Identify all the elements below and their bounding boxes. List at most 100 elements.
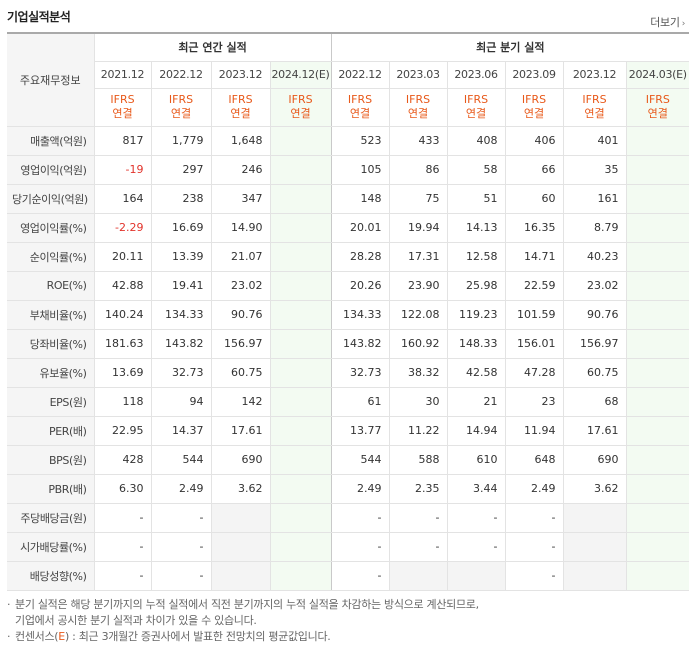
value-cell: 544 (330, 445, 390, 475)
basis-ifrs: IFRS (645, 93, 670, 106)
value-cell: 406 (504, 126, 564, 156)
value-cell: 14.90 (210, 212, 270, 243)
quarter-group-header: 최근 분기 실적 (330, 32, 690, 62)
note-text-2: 기업에서 공시한 분기 실적과 차이가 있을 수 있습니다. (15, 614, 257, 627)
note-text-3a: 컨센서스( (15, 630, 59, 643)
period-header: 2024.03(E) (625, 61, 690, 89)
value-cell: 817 (93, 126, 151, 156)
value-cell: 61 (330, 387, 390, 417)
basis-consolidated: 연결 (465, 107, 487, 120)
basis-header: IFRS 연결 (210, 88, 270, 127)
value-cell (269, 126, 332, 156)
more-label: 더보기 (650, 16, 680, 29)
value-cell (210, 532, 270, 562)
value-cell: 523 (330, 126, 390, 156)
basis-ifrs: IFRS (582, 93, 607, 106)
value-cell: 690 (562, 445, 627, 475)
value-cell: 433 (388, 126, 448, 156)
value-cell: 23.02 (562, 271, 627, 301)
value-cell: 35 (562, 155, 627, 185)
value-cell: 23.90 (388, 271, 448, 301)
value-cell: 22.59 (504, 271, 564, 301)
period-header: 2022.12 (330, 61, 390, 89)
value-cell: 13.69 (93, 358, 151, 388)
value-cell (269, 416, 332, 446)
value-cell: 42.88 (93, 271, 151, 301)
table-row: 당기순이익(억원) 164 238 347 148 75 51 60 161 (7, 184, 690, 214)
note-text-1: 분기 실적은 해당 분기까지의 누적 실적에서 직전 분기까지의 누적 실적을 … (15, 598, 479, 611)
table-row: 순이익률(%) 20.11 13.39 21.07 28.28 17.31 12.58 14.… (7, 242, 690, 272)
basis-header: IFRS 연결 (504, 88, 564, 127)
period-header: 2023.06 (446, 61, 506, 89)
annual-group-header: 최근 연간 실적 (93, 32, 332, 62)
value-cell (269, 329, 332, 359)
value-cell: 648 (504, 445, 564, 475)
basis-ifrs: IFRS (405, 93, 431, 106)
value-cell (210, 561, 270, 591)
period-header: 2022.12 (150, 61, 211, 89)
table-row: BPS(원) 428 544 690 544 588 610 648 690 (7, 445, 690, 475)
row-label: EPS(원) (7, 387, 94, 417)
value-cell: 3.62 (562, 474, 627, 504)
value-cell (269, 502, 332, 533)
table-row: EPS(원) 118 94 142 61 30 21 23 68 (7, 387, 690, 417)
period-header: 2023.09 (504, 61, 564, 89)
basis-consolidated: 연결 (584, 107, 605, 120)
value-cell (269, 242, 332, 272)
row-label: 시가배당률(%) (7, 532, 94, 562)
row-label: 배당성향(%) (7, 561, 94, 591)
period-header: 2023.03 (388, 61, 448, 89)
value-cell: 23 (504, 387, 564, 417)
value-cell: - (504, 502, 564, 533)
value-cell: 42.58 (446, 358, 506, 388)
value-cell: - (330, 532, 390, 562)
value-cell: 20.26 (330, 271, 390, 301)
value-cell (269, 271, 332, 301)
row-label: BPS(원) (7, 445, 94, 475)
value-cell: 246 (210, 155, 270, 185)
value-cell: 17.31 (388, 242, 448, 272)
value-cell: 2.49 (330, 474, 390, 504)
basis-ifrs: IFRS (288, 93, 313, 106)
value-cell: 28.28 (330, 242, 390, 272)
value-cell: 238 (150, 184, 211, 214)
basis-consolidated: 연결 (349, 107, 371, 120)
value-cell: 14.13 (446, 212, 506, 243)
value-cell: 101.59 (504, 300, 564, 330)
row-label: 당좌비율(%) (7, 329, 94, 359)
value-cell: 588 (388, 445, 448, 475)
value-cell (562, 502, 627, 533)
value-cell: 23.02 (210, 271, 270, 301)
value-cell: 143.82 (330, 329, 390, 359)
value-cell: - (446, 532, 506, 562)
basis-header: IFRS 연결 (269, 88, 332, 127)
value-cell: -2.29 (93, 212, 151, 243)
value-cell: - (93, 532, 151, 562)
basis-header: IFRS 연결 (330, 88, 390, 127)
value-cell (625, 387, 690, 417)
value-cell: 13.77 (330, 416, 390, 446)
basis-ifrs: IFRS (110, 93, 135, 106)
more-link[interactable]: 더보기 › (650, 14, 685, 30)
value-cell (562, 561, 627, 591)
value-cell: 156.97 (210, 329, 270, 359)
value-cell (269, 184, 332, 214)
value-cell: - (330, 561, 390, 591)
value-cell: 2.49 (504, 474, 564, 504)
value-cell (269, 445, 332, 475)
value-cell: 610 (446, 445, 506, 475)
value-cell (388, 561, 448, 591)
period-header: 2023.12 (210, 61, 270, 89)
basis-ifrs: IFRS (521, 93, 547, 106)
value-cell: 105 (330, 155, 390, 185)
row-label: 유보율(%) (7, 358, 94, 388)
financial-table: 주요재무정보 최근 연간 실적 최근 분기 실적 2021.12 2022.12 2… (7, 32, 690, 591)
label-column-header: 주요재무정보 (7, 32, 94, 127)
value-cell (446, 561, 506, 591)
value-cell: 20.11 (93, 242, 151, 272)
value-cell: 86 (388, 155, 448, 185)
value-cell (269, 561, 332, 591)
value-cell: 30 (388, 387, 448, 417)
row-label: 순이익률(%) (7, 242, 94, 272)
value-cell: 22.95 (93, 416, 151, 446)
